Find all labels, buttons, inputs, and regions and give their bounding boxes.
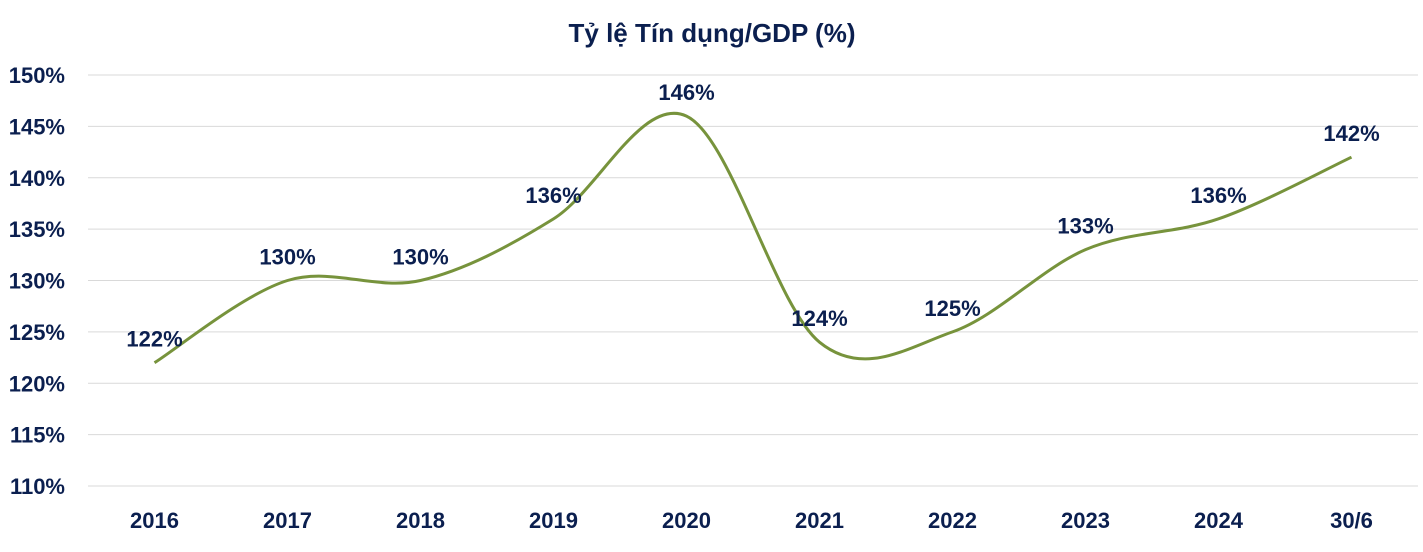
data-label: 136% xyxy=(525,183,581,208)
y-tick-label: 135% xyxy=(9,217,65,242)
y-tick-label: 150% xyxy=(9,63,65,88)
x-tick-label: 2022 xyxy=(928,508,977,533)
data-labels: 122% 130% 130% 136% 146% 124% 125% 133% 136% 142% xyxy=(126,80,1379,352)
x-tick-label: 2024 xyxy=(1194,508,1244,533)
data-label: 130% xyxy=(392,245,448,270)
y-tick-label: 110% xyxy=(10,474,65,499)
y-tick-label: 140% xyxy=(9,166,65,191)
x-tick-label: 30/6 xyxy=(1330,508,1373,533)
data-label: 136% xyxy=(1190,183,1246,208)
chart-title: Tỷ lệ Tín dụng/GDP (%) xyxy=(569,18,856,48)
x-tick-label: 2020 xyxy=(662,508,711,533)
y-axis-tick-labels: 110% 115% 120% 125% 130% 135% 140% 145% 150% xyxy=(9,63,65,499)
x-tick-label: 2021 xyxy=(795,508,844,533)
y-tick-label: 125% xyxy=(9,320,65,345)
series-line xyxy=(153,111,1353,364)
x-tick-label: 2017 xyxy=(263,508,312,533)
y-tick-label: 130% xyxy=(9,269,65,294)
x-tick-label: 2016 xyxy=(130,508,179,533)
data-label: 133% xyxy=(1057,214,1113,239)
data-label: 130% xyxy=(259,245,315,270)
y-tick-label: 115% xyxy=(10,423,65,448)
series-lines xyxy=(153,111,1353,364)
x-tick-label: 2023 xyxy=(1061,508,1110,533)
x-tick-label: 2019 xyxy=(529,508,578,533)
data-label: 124% xyxy=(791,306,847,331)
x-tick-label: 2018 xyxy=(396,508,445,533)
gridlines xyxy=(88,74,1418,487)
data-label: 146% xyxy=(658,80,714,105)
x-axis-tick-labels: 2016 2017 2018 2019 2020 2021 2022 2023 2024 30/6 xyxy=(130,508,1373,533)
data-label: 142% xyxy=(1323,121,1379,146)
data-label: 122% xyxy=(126,327,182,352)
data-label: 125% xyxy=(924,296,980,321)
y-tick-label: 120% xyxy=(9,371,65,396)
y-tick-label: 145% xyxy=(9,114,65,139)
